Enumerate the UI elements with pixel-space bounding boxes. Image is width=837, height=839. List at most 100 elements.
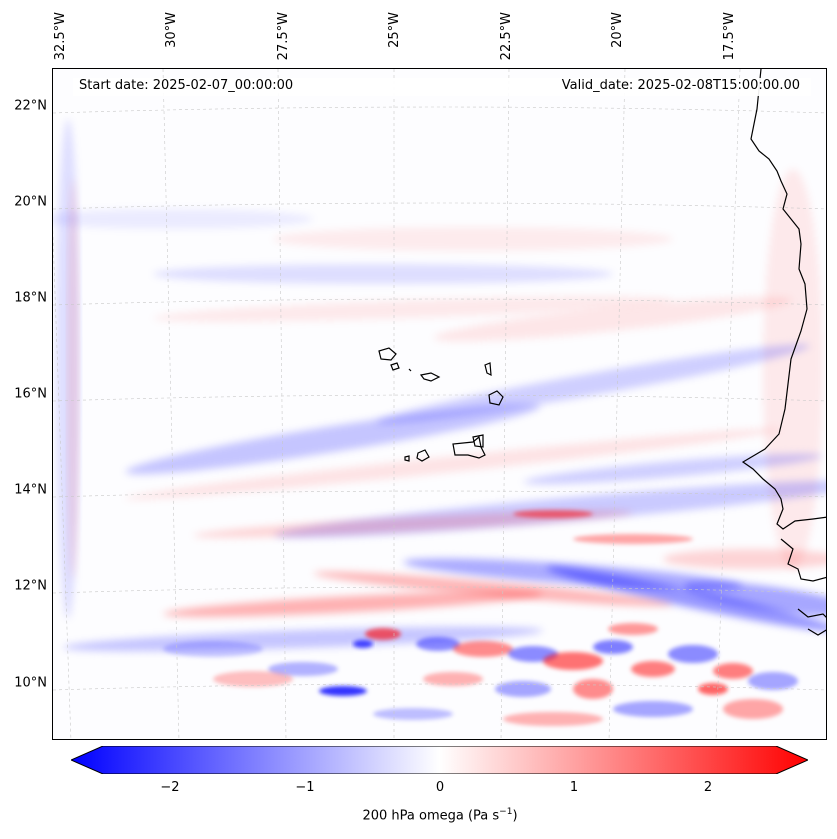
graticule [53, 69, 826, 739]
lat-label-18n: 18°N [14, 290, 47, 306]
omega-feature [763, 169, 823, 569]
lat-label-20n: 20°N [14, 194, 47, 210]
omega-feature [683, 581, 826, 617]
omega-feature [213, 671, 293, 687]
omega-feature [423, 672, 483, 686]
lon-label-20w: 20°W [610, 12, 625, 48]
start-date-label: Start date: 2025-02-07_00:00:00 [79, 78, 294, 93]
latitude-gridline [53, 106, 826, 114]
lon-label-32-5w: 32.5°W [53, 12, 68, 61]
africa-coastline [741, 69, 826, 530]
coastline [378, 69, 826, 636]
omega-feature [353, 640, 373, 648]
longitude-gridline [162, 69, 180, 739]
omega-feature [573, 679, 613, 699]
colorbar-label-close: ) [512, 808, 518, 824]
omega-feature [713, 663, 753, 679]
island-santiago [452, 435, 486, 459]
omega-feature [543, 652, 603, 670]
omega-feature [153, 264, 613, 284]
colorbar-label-main: 200 hPa omega (Pa s [362, 808, 500, 824]
lat-label-10n: 10°N [14, 675, 47, 691]
omega-field [53, 119, 826, 726]
island-santo-antao [378, 347, 397, 361]
omega-feature [268, 662, 338, 676]
omega-feature [608, 623, 658, 635]
lon-label-27-5w: 27.5°W [276, 12, 291, 61]
latitude-gridline [53, 490, 826, 498]
longitude-gridline [500, 69, 510, 739]
omega-feature [613, 701, 693, 717]
island-sao-nicolau [419, 372, 441, 382]
longitude-gridline [715, 69, 741, 739]
map-panel: Start date: 2025-02-07_00:00:00 Valid_da… [52, 68, 827, 740]
lon-label-30w: 30°W [164, 12, 179, 48]
omega-feature [193, 510, 633, 538]
omega-feature [503, 712, 603, 726]
island-fogo [416, 449, 430, 462]
longitude-gridline [277, 69, 287, 739]
omega-feature [495, 681, 551, 697]
omega-feature [513, 510, 593, 518]
bissagos-coast [797, 608, 826, 636]
omega-feature [663, 549, 826, 569]
longitude-gridline [53, 228, 72, 739]
omega-feature [376, 344, 810, 424]
island-sal [484, 362, 492, 377]
latitude-gridline [53, 202, 826, 210]
latitude-gridline [53, 683, 826, 691]
island-santa-luzia [408, 368, 412, 372]
latitude-gridline [53, 394, 826, 402]
lon-label-22-5w: 22.5°W [499, 12, 514, 61]
omega-feature [698, 683, 728, 695]
omega-feature [53, 209, 313, 229]
lat-label-14n: 14°N [14, 482, 47, 498]
omega-feature [433, 296, 793, 342]
omega-feature [365, 628, 401, 640]
latitude-gridline [53, 298, 826, 306]
omega-feature [313, 571, 673, 607]
omega-feature [523, 453, 823, 485]
valid-date-label: Valid_date: 2025-02-08T15:00:00.00 [561, 78, 800, 93]
omega-feature [416, 637, 460, 651]
lat-label-22n: 22°N [14, 98, 47, 114]
omega-feature [319, 686, 367, 696]
omega-feature [668, 645, 718, 663]
omega-feature [453, 641, 513, 657]
island-sao-vicente [390, 362, 400, 371]
omega-feature [593, 640, 633, 654]
omega-feature [163, 641, 263, 657]
lat-label-12n: 12°N [14, 578, 47, 594]
omega-field-map [53, 69, 826, 739]
colorbar-tick-2: 2 [703, 780, 713, 795]
header-background [73, 78, 811, 96]
colorbar-label: 200 hPa omega (Pa s−1) [0, 807, 837, 823]
latitude-gridline [53, 586, 826, 594]
longitude-gridline [608, 69, 626, 739]
island-maio [472, 434, 484, 448]
omega-feature [546, 566, 826, 632]
colorbar-tick-0: 0 [435, 780, 445, 795]
omega-feature [124, 428, 782, 500]
omega-feature [67, 179, 79, 579]
omega-feature [631, 661, 675, 677]
omega-feature [748, 672, 798, 690]
island-brava [404, 455, 410, 462]
omega-feature [273, 227, 673, 251]
africa-coastline-south [780, 538, 826, 582]
lon-label-25w: 25°W [387, 12, 402, 48]
omega-feature [723, 699, 783, 719]
omega-feature [163, 591, 543, 617]
omega-feature [153, 296, 673, 322]
colorbar-tick-1: 1 [569, 780, 579, 795]
lat-label-16n: 16°N [14, 386, 47, 402]
omega-feature [573, 534, 693, 544]
island-boa-vista [488, 390, 504, 406]
colorbar-tick-neg2: −2 [160, 780, 180, 795]
omega-feature [373, 708, 453, 720]
colorbar-tick-neg1: −1 [295, 780, 315, 795]
colorbar-label-exponent: −1 [499, 807, 513, 817]
colorbar [71, 746, 808, 774]
omega-feature [125, 403, 541, 475]
lon-label-17-5w: 17.5°W [722, 12, 737, 61]
